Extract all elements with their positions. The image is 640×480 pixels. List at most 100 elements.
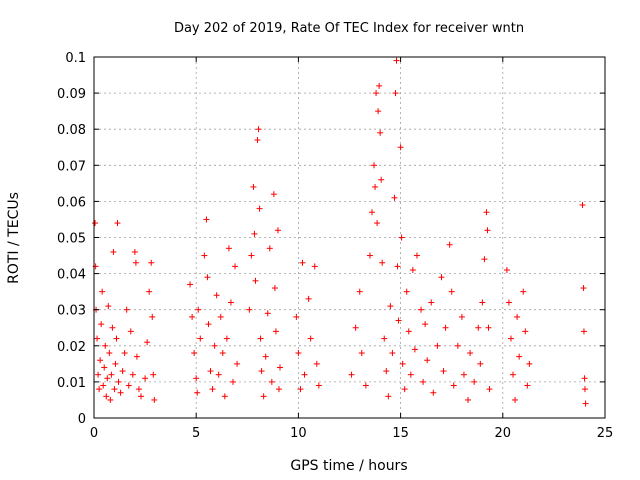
- data-point: [197, 335, 204, 342]
- data-point: [401, 386, 408, 393]
- data-point: [526, 360, 533, 367]
- data-point: [135, 386, 142, 393]
- data-point: [358, 350, 365, 357]
- data-point: [420, 378, 427, 385]
- data-point: [479, 299, 486, 306]
- data-point: [411, 346, 418, 353]
- data-point: [201, 252, 208, 259]
- data-point: [392, 90, 399, 97]
- x-tick-label: 25: [597, 426, 614, 441]
- data-point: [403, 288, 410, 295]
- data-point: [98, 321, 105, 328]
- data-point: [440, 368, 447, 375]
- y-tick-label: 0.09: [57, 87, 86, 102]
- data-point: [255, 126, 262, 133]
- data-point: [121, 350, 128, 357]
- data-point: [362, 382, 369, 389]
- data-point: [579, 202, 586, 209]
- y-tick-label: 0.02: [57, 340, 86, 355]
- y-tick-label: 0.05: [57, 232, 86, 247]
- data-point: [258, 368, 265, 375]
- data-point: [246, 306, 253, 313]
- data-point: [113, 335, 120, 342]
- data-point: [434, 342, 441, 349]
- data-point: [127, 328, 134, 335]
- data-point: [275, 386, 282, 393]
- data-point: [389, 350, 396, 357]
- data-point: [467, 350, 474, 357]
- data-point: [193, 375, 200, 382]
- data-point: [405, 328, 412, 335]
- y-axis-label: ROTI / TECUs: [6, 192, 22, 284]
- data-point: [315, 382, 322, 389]
- data-point: [471, 378, 478, 385]
- data-point: [144, 339, 151, 346]
- data-point: [272, 328, 279, 335]
- x-tick-label: 10: [290, 426, 307, 441]
- data-point: [580, 285, 587, 292]
- data-point: [503, 266, 510, 273]
- data-point: [268, 378, 275, 385]
- data-point: [381, 335, 388, 342]
- data-point: [393, 57, 400, 64]
- data-point: [375, 108, 382, 115]
- data-point: [254, 137, 261, 144]
- y-tick-label: 0.08: [57, 123, 86, 138]
- x-tick-label: 20: [495, 426, 512, 441]
- data-point: [149, 313, 156, 320]
- data-point: [260, 393, 267, 400]
- data-point: [379, 259, 386, 266]
- data-point: [520, 288, 527, 295]
- data-point: [514, 313, 521, 320]
- x-tick-label: 15: [392, 426, 409, 441]
- data-point: [295, 350, 302, 357]
- data-point: [150, 371, 157, 378]
- data-point: [422, 321, 429, 328]
- data-point: [581, 375, 588, 382]
- x-axis-label: GPS time / hours: [290, 458, 407, 474]
- data-point: [219, 350, 226, 357]
- data-point: [277, 364, 284, 371]
- data-point: [510, 371, 517, 378]
- data-point: [307, 335, 314, 342]
- data-point: [305, 295, 312, 302]
- data-point: [207, 368, 214, 375]
- y-tick-label: 0.03: [57, 304, 86, 319]
- data-point: [385, 393, 392, 400]
- data-point: [131, 248, 138, 255]
- data-point: [194, 389, 201, 396]
- data-point: [119, 368, 126, 375]
- chart-title: Day 202 of 2019, Rate Of TEC Index for r…: [174, 21, 524, 36]
- data-point: [250, 183, 257, 190]
- data-point: [368, 209, 375, 216]
- data-point: [114, 220, 121, 227]
- y-tick-label: 0.04: [57, 268, 86, 283]
- data-point: [398, 234, 405, 241]
- data-point: [442, 324, 449, 331]
- data-point: [356, 288, 363, 295]
- data-point: [104, 375, 111, 382]
- data-point: [107, 396, 114, 403]
- data-point: [94, 335, 101, 342]
- data-point: [486, 386, 493, 393]
- data-point: [203, 216, 210, 223]
- data-point: [395, 317, 402, 324]
- data-point: [374, 220, 381, 227]
- data-point: [377, 129, 384, 136]
- data-point: [123, 306, 130, 313]
- data-point: [262, 353, 269, 360]
- data-point: [108, 371, 115, 378]
- data-point: [352, 324, 359, 331]
- data-point: [95, 371, 102, 378]
- data-point: [373, 90, 380, 97]
- data-point: [92, 220, 99, 227]
- ticks-layer: 0 5 10 15 20 25 0 0.01 0.02 0.03 0.04 0.05 0.06 0.07 0…: [57, 51, 613, 441]
- data-point: [103, 393, 110, 400]
- data-point: [96, 386, 103, 393]
- data-point: [301, 371, 308, 378]
- data-point: [110, 248, 117, 255]
- grid-layer: [94, 57, 605, 418]
- data-point: [234, 360, 241, 367]
